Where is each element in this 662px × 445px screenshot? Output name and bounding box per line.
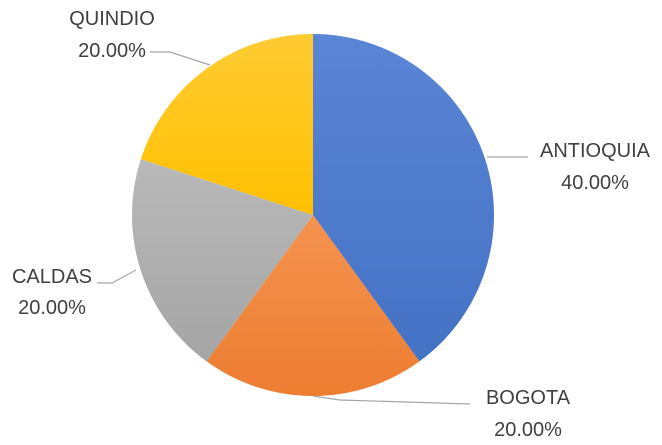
data-label-percent-caldas: 20.00% <box>18 297 86 319</box>
pie-slice-quindio <box>140 34 313 215</box>
data-labels: ANTIOQUIA 40.00% BOGOTA 20.00% CALDAS 20.00% Q… <box>12 8 651 441</box>
data-label-percent-bogota: 20.00% <box>494 419 562 441</box>
leader-line-bogota <box>312 395 471 405</box>
pie-slice-caldas <box>132 159 313 362</box>
data-label-name-bogota: BOGOTA <box>486 387 571 409</box>
pie-slices <box>132 34 494 396</box>
leader-line-caldas <box>97 269 137 284</box>
leader-lines <box>97 51 528 405</box>
data-label-name-antioquia: ANTIOQUIA <box>540 140 651 162</box>
data-label-percent-quindio: 20.00% <box>78 40 146 62</box>
data-label-percent-antioquia: 40.00% <box>561 172 629 194</box>
data-label-name-quindio: QUINDIO <box>69 8 155 30</box>
leader-line-quindio <box>150 51 211 66</box>
pie-slice-bogota <box>206 215 420 396</box>
data-label-name-caldas: CALDAS <box>12 266 92 288</box>
pie-slice-antioquia <box>313 34 494 362</box>
